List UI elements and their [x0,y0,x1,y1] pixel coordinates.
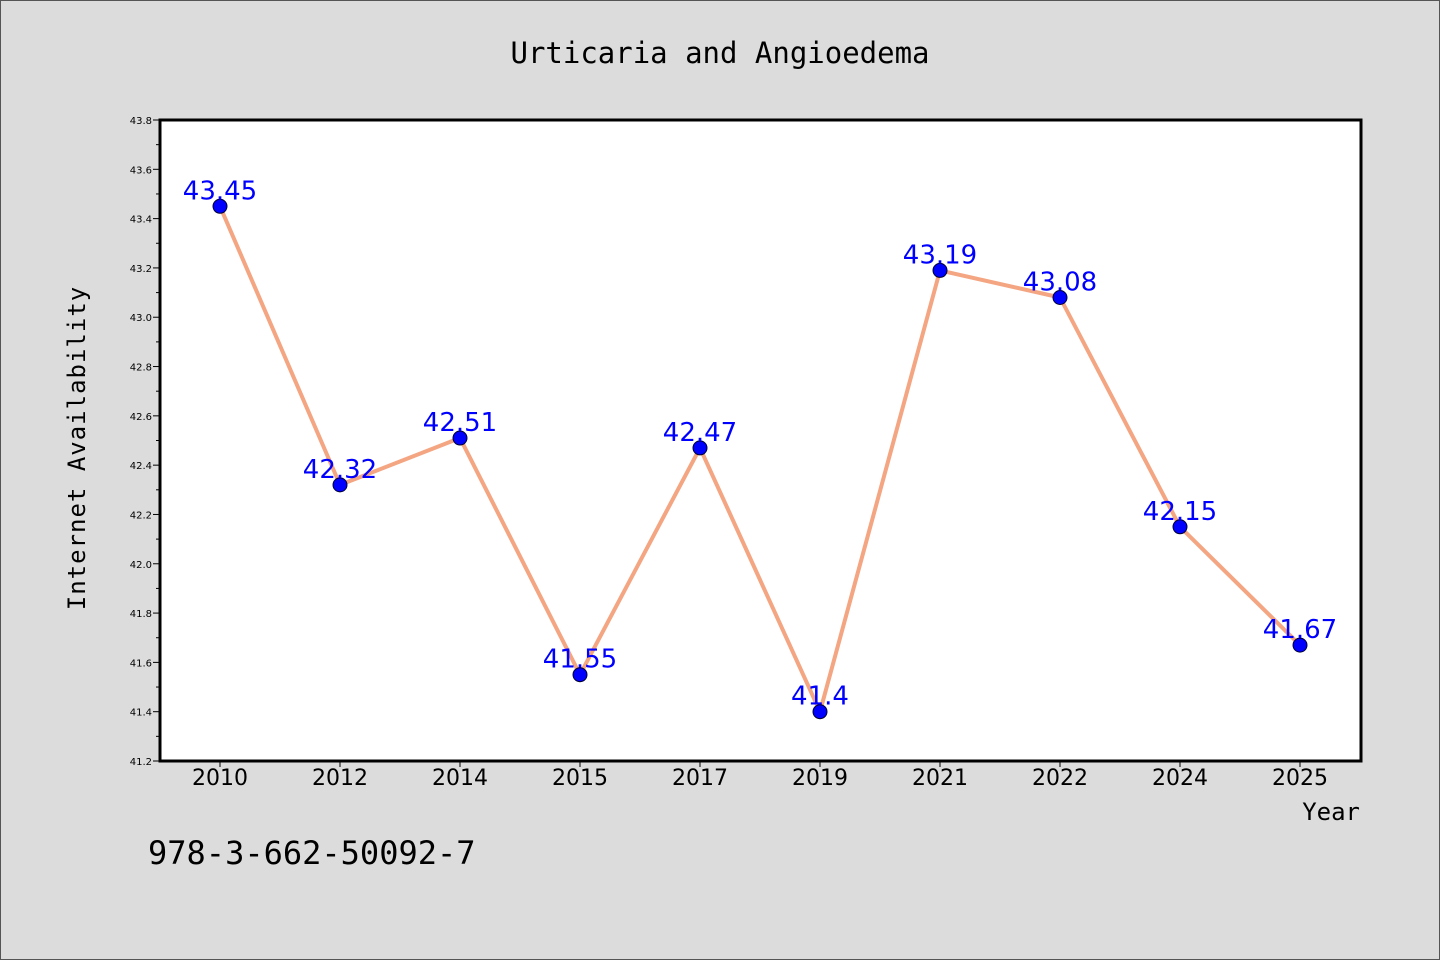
series-line [218,205,1302,714]
x-tick-label: 2019 [792,766,848,791]
data-point [212,198,228,214]
data-point [1292,637,1308,653]
data-label: 42.47 [663,418,737,448]
data-label: 41.4 [791,682,849,712]
data-label: 42.51 [423,408,497,438]
data-point [452,430,468,446]
plot-area [160,120,1361,761]
data-label: 43.45 [183,176,257,206]
data-label: 43.19 [903,240,977,270]
data-point [1172,519,1188,535]
x-tick-label: 2022 [1032,766,1088,791]
x-axis: 2010 2012 2014 2015 2017 2019 2021 2022 2024 2025 [192,761,1328,791]
x-tick-label: 2012 [312,766,368,791]
data-point [332,477,348,493]
data-label: 41.55 [543,645,617,675]
data-label: 42.15 [1143,497,1217,527]
y-tick-label: 42.4 [130,461,152,472]
footer-isbn: 978-3-662-50092-7 [148,834,476,872]
data-point [932,262,948,278]
y-tick-label: 41.4 [130,708,152,719]
data-point [812,704,828,720]
data-label: 41.67 [1263,615,1337,645]
x-axis-label: Year [1302,798,1360,826]
plot-border [158,118,1363,763]
y-tick-label: 42.2 [130,510,152,521]
data-labels: 43.45 42.32 42.51 41.55 42.47 41.4 43.19 43.08 4… [183,176,1337,711]
chart-title: Urticaria and Angioedema [510,36,929,70]
data-points [212,198,1308,720]
y-tick-label: 42.8 [130,363,152,374]
x-tick-label: 2025 [1272,766,1328,791]
x-tick-label: 2017 [672,766,728,791]
y-tick-label: 43.6 [130,165,152,176]
y-tick-label: 43.0 [130,313,152,324]
y-tick-label: 43.4 [130,215,152,226]
x-tick-label: 2021 [912,766,968,791]
y-tick-label: 41.6 [130,658,152,669]
data-label: 43.08 [1023,268,1097,298]
y-tick-label: 43.2 [130,264,152,275]
x-tick-label: 2010 [192,766,248,791]
y-tick-label: 41.2 [130,757,152,768]
y-tick-label: 42.0 [130,560,152,571]
data-point [692,440,708,456]
x-tick-label: 2015 [552,766,608,791]
y-tick-label: 41.8 [130,609,152,620]
data-label: 42.32 [303,455,377,485]
data-point [572,667,588,683]
y-axis: 41.2 41.4 41.6 41.8 42.0 42.2 42.4 42.6 42.8 43.0… [130,116,160,768]
x-tick-label: 2024 [1152,766,1208,791]
y-tick-label: 42.6 [130,412,152,423]
y-tick-label: 43.8 [130,116,152,127]
x-tick-label: 2014 [432,766,488,791]
y-axis-label: Internet Availability [63,286,91,610]
data-point [1052,290,1068,306]
